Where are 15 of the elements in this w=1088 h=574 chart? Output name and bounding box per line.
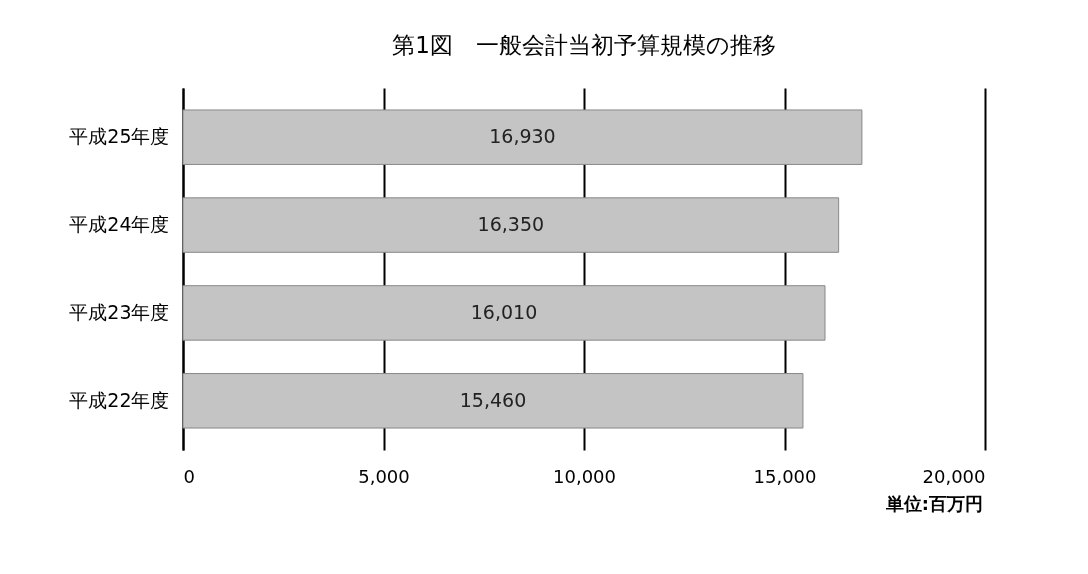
x-tick-label: 20,000: [922, 465, 986, 487]
chart-title: 第1図 一般会計当初予算規模の推移: [392, 32, 776, 58]
x-tick-label: 5,000: [358, 465, 410, 487]
x-tick-label: 15,000: [753, 465, 817, 487]
data-label: 16,350: [477, 213, 545, 236]
y-tick-label: 平成24年度: [69, 213, 170, 236]
y-tick-label: 平成22年度: [69, 388, 170, 411]
data-label: 16,930: [489, 125, 556, 148]
y-tick-label: 平成25年度: [69, 125, 170, 148]
data-label: 15,460: [459, 388, 527, 411]
data-label: 16,010: [470, 300, 538, 323]
y-tick-label: 平成23年度: [69, 300, 170, 323]
text: 単位:百万円: [885, 492, 983, 516]
x-tick-label: 10,000: [553, 465, 616, 487]
x-tick-label: 0: [183, 465, 195, 487]
